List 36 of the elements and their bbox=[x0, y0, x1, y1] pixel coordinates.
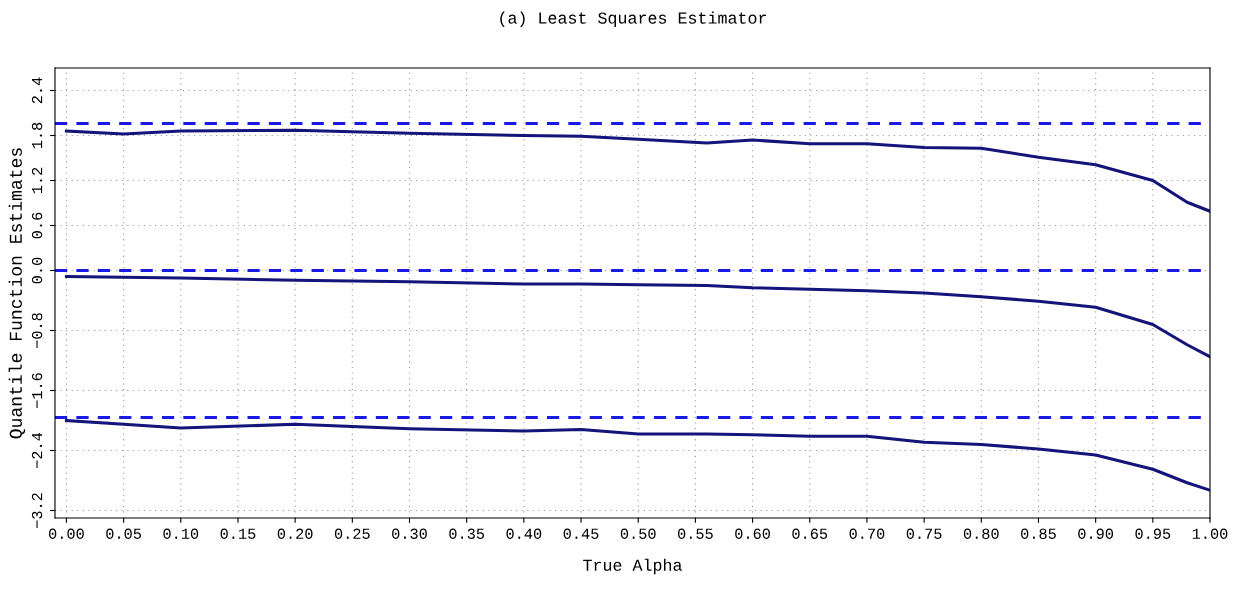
y-tick-label: −2.4 bbox=[31, 432, 43, 468]
x-tick-label: 0.40 bbox=[506, 528, 542, 539]
x-tick-label: 0.50 bbox=[620, 528, 656, 539]
x-tick-label: 0.30 bbox=[392, 528, 427, 539]
x-tick-label: 0.05 bbox=[106, 528, 141, 539]
y-tick-label: 0.6 bbox=[31, 212, 43, 239]
line-series bbox=[64, 128, 1210, 213]
chart-title: (a) Least Squares Estimator bbox=[500, 11, 767, 28]
x-axis-title: True Alpha bbox=[583, 558, 682, 575]
x-tick-label: 0.75 bbox=[906, 528, 942, 539]
y-tick-label: 1.2 bbox=[31, 167, 43, 194]
x-tick-label: 0.35 bbox=[449, 528, 485, 539]
x-tick-label: 0.45 bbox=[563, 528, 599, 539]
x-tick-label: 0.80 bbox=[963, 528, 999, 539]
x-tick-label: 0.90 bbox=[1078, 528, 1114, 539]
x-tick-label: 0.10 bbox=[163, 528, 199, 539]
x-tick-label: 0.65 bbox=[792, 528, 828, 539]
x-tick-label: 1.00 bbox=[1192, 528, 1228, 539]
y-tick-label: 0.0 bbox=[31, 257, 43, 284]
x-tick-label: 0.00 bbox=[49, 528, 84, 539]
x-tick-label: 0.55 bbox=[677, 528, 713, 539]
y-tick-label: 2.4 bbox=[31, 77, 43, 104]
x-tick-label: 0.70 bbox=[849, 528, 885, 539]
y-axis-title: Quantile Function Estimates bbox=[8, 148, 26, 439]
x-tick-label: 0.25 bbox=[334, 528, 370, 539]
x-tick-label: 0.95 bbox=[1135, 528, 1171, 539]
line-series bbox=[64, 274, 1210, 359]
y-tick-label: −0.8 bbox=[31, 313, 43, 348]
y-tick-label: −1.6 bbox=[31, 373, 43, 408]
y-tick-label: 1.8 bbox=[31, 122, 43, 149]
x-tick-label: 0.20 bbox=[277, 528, 313, 539]
line-series bbox=[64, 418, 1210, 492]
y-tick-label: −3.2 bbox=[31, 493, 43, 528]
x-tick-label: 0.15 bbox=[220, 528, 256, 539]
x-tick-label: 0.60 bbox=[735, 528, 770, 539]
x-tick-label: 0.85 bbox=[1021, 528, 1056, 539]
